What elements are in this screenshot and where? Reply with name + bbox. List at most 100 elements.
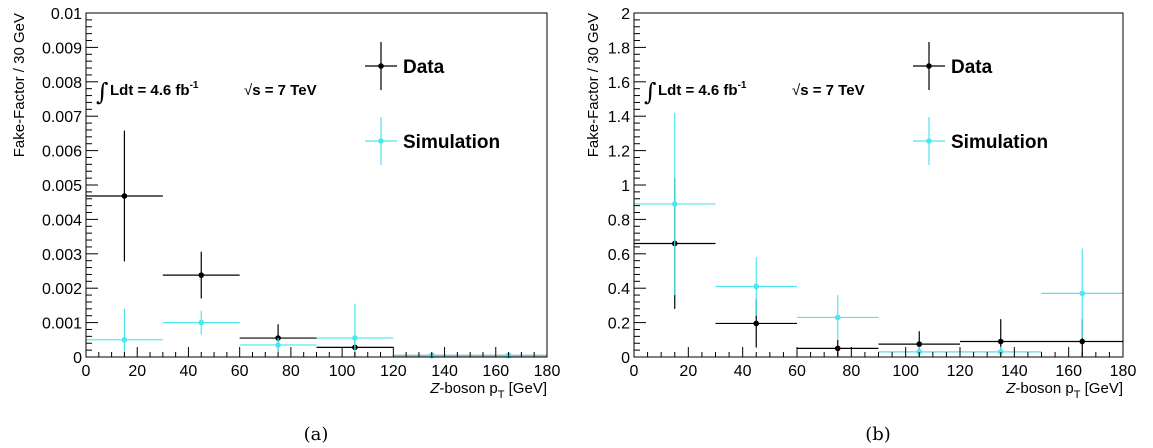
series-simulation: [86, 303, 547, 359]
x-axis-title-italic: Z: [429, 380, 440, 397]
sqrt-symbol: √: [792, 82, 801, 99]
x-axis-title: Z-boson pT [GeV]: [429, 380, 547, 401]
luminosity-label: Ldt = 4.6 fb-1: [110, 80, 199, 99]
integral-symbol: ∫: [644, 78, 657, 106]
y-tick-label: 0.008: [42, 75, 82, 92]
series-data: [86, 130, 547, 359]
data-point: [239, 338, 317, 352]
data-marker: [753, 320, 760, 327]
x-tick-label: 60: [788, 363, 806, 380]
y-tick-label: 1: [621, 178, 630, 195]
luminosity-unit-sup: -1: [738, 80, 747, 91]
legend-marker-dot: [926, 63, 932, 69]
luminosity-value: Ldt = 4.6 fb: [658, 82, 738, 99]
y-tick-label: 0.01: [51, 6, 82, 23]
luminosity-unit-sup: -1: [190, 80, 199, 91]
series-simulation: [634, 112, 1123, 357]
x-axis-title-main: -boson p: [1015, 380, 1073, 397]
y-tick-label: 1.4: [608, 109, 630, 126]
x-tick-label: 80: [842, 363, 860, 380]
x-axis-title-main: -boson p: [439, 380, 497, 397]
x-axis-title-unit: [GeV]: [504, 380, 547, 397]
series-data: [634, 178, 1123, 357]
data-marker: [121, 193, 128, 199]
y-axis-title: Fake-Factor / 30 GeV: [11, 13, 28, 157]
energy-label: √s = 7 TeV: [244, 82, 317, 99]
data-marker: [753, 283, 760, 290]
x-axis-title-unit: [GeV]: [1080, 380, 1123, 397]
luminosity-value: Ldt = 4.6 fb: [110, 82, 190, 99]
x-tick-label: 20: [128, 363, 146, 380]
plot-frame: [633, 12, 1124, 358]
data-point: [878, 346, 960, 357]
panel-caption: (a): [304, 424, 329, 445]
data-point: [316, 303, 394, 357]
data-point: [162, 310, 240, 335]
y-tick-label: 0.4: [608, 281, 630, 298]
x-tick-label: 40: [734, 363, 752, 380]
x-tick-label: 60: [231, 363, 249, 380]
panel-b: 0 20 40 60 80 100 120 140 160 180 0 0.2 0.4 0.6 0.8 1 1.…: [585, 6, 1136, 445]
plot-frame: [85, 12, 548, 358]
y-tick-label: 2: [621, 6, 630, 23]
y-tick-label: 0: [73, 350, 82, 367]
x-tick-label: 120: [380, 363, 407, 380]
x-axis-title-italic: Z: [1005, 380, 1016, 397]
y-tick-label: 0.8: [608, 212, 630, 229]
y-tick-label: 0.001: [42, 316, 82, 333]
data-marker: [997, 349, 1004, 355]
x-tick-label: 180: [534, 363, 561, 380]
y-tick-label: 0.002: [42, 281, 82, 298]
y-tick-label: 0.004: [42, 212, 82, 229]
legend-entry-data: Data: [913, 42, 993, 90]
x-axis-title: Z-boson pT [GeV]: [1005, 380, 1123, 401]
x-tick-label: 80: [282, 363, 300, 380]
x-tick-label: 100: [892, 363, 919, 380]
panel-caption: (b): [865, 424, 891, 445]
x-tick-label: 120: [947, 363, 974, 380]
data-point: [797, 295, 879, 340]
data-marker: [1079, 338, 1086, 345]
x-tick-label: 160: [482, 363, 509, 380]
data-marker: [198, 272, 205, 278]
x-tick-label: 0: [82, 363, 91, 380]
data-marker: [198, 319, 205, 326]
x-tick-label: 160: [1055, 363, 1082, 380]
data-marker: [275, 342, 281, 348]
legend-label: Simulation: [403, 132, 500, 153]
y-tick-label: 0.6: [608, 247, 630, 264]
data-point: [1041, 248, 1123, 339]
y-tick-label: 0.009: [42, 40, 82, 57]
data-marker: [121, 337, 128, 343]
legend-label: Data: [951, 57, 993, 78]
data-marker: [352, 335, 358, 341]
energy-value: s = 7 TeV: [252, 82, 316, 99]
y-tick-label: 0.006: [42, 144, 82, 161]
y-tick-label: 0.007: [42, 109, 82, 126]
data-marker: [671, 201, 678, 207]
data-marker: [916, 349, 923, 355]
x-axis-title-sub: T: [498, 389, 505, 401]
x-tick-label: 20: [679, 363, 697, 380]
y-tick-label: 0.003: [42, 247, 82, 264]
data-marker: [834, 314, 841, 321]
legend-marker-dot: [378, 63, 384, 69]
x-axis-title-sub: T: [1074, 389, 1081, 401]
energy-label: √s = 7 TeV: [792, 82, 865, 99]
x-tick-label: 140: [431, 363, 458, 380]
energy-value: s = 7 TeV: [800, 82, 864, 99]
data-marker: [916, 341, 923, 347]
x-tick-label: 100: [329, 363, 356, 380]
y-tick-label: 1.2: [608, 144, 630, 161]
legend-marker-dot: [378, 138, 384, 144]
x-tick-label: 180: [1110, 363, 1137, 380]
data-point: [162, 251, 240, 299]
data-point: [86, 308, 163, 357]
integral-symbol: ∫: [96, 78, 109, 106]
y-tick-label: 1.6: [608, 75, 630, 92]
y-tick-label: 0.2: [608, 316, 630, 333]
y-tick-label: 1.8: [608, 40, 630, 57]
data-marker: [1079, 290, 1086, 297]
x-tick-label: 40: [180, 363, 198, 380]
panel-a: 0 20 40 60 80 100 120 140 160 180 0 0.001 0.002 0.003…: [11, 6, 560, 445]
